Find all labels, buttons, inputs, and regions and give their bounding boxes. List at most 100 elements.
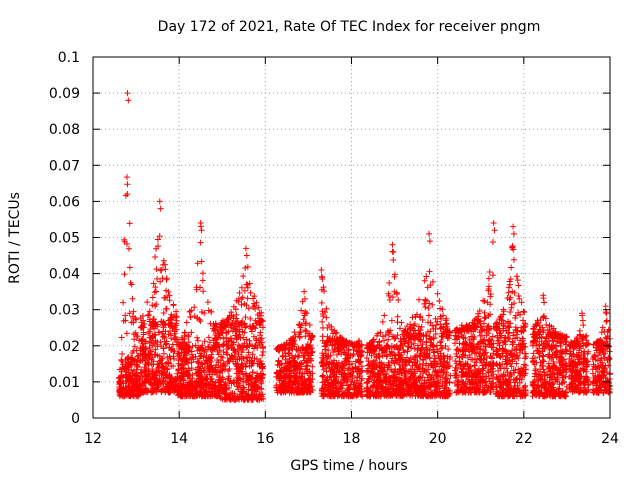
data-point <box>168 335 175 342</box>
data-point <box>277 389 284 396</box>
data-point <box>154 275 161 282</box>
data-point <box>386 296 393 303</box>
data-point <box>148 339 155 346</box>
data-point <box>513 273 520 280</box>
data-point <box>187 355 194 362</box>
data-point <box>190 384 197 391</box>
data-point <box>236 289 243 296</box>
data-point <box>166 384 173 391</box>
data-point <box>379 383 386 390</box>
data-point <box>126 220 133 227</box>
data-point <box>143 365 150 372</box>
data-point <box>247 383 254 390</box>
data-point <box>219 341 226 348</box>
data-point <box>141 367 148 374</box>
data-point <box>206 339 213 346</box>
data-point <box>366 375 373 382</box>
data-point <box>188 329 195 336</box>
data-point <box>298 307 305 314</box>
data-point <box>292 378 299 385</box>
data-point <box>398 355 405 362</box>
data-point <box>211 345 218 352</box>
data-point <box>357 359 364 366</box>
data-point <box>556 385 563 392</box>
data-point <box>202 391 209 398</box>
data-point <box>280 388 287 395</box>
data-point <box>251 355 258 362</box>
data-point <box>205 385 212 392</box>
data-point <box>418 323 425 330</box>
data-point <box>372 351 379 358</box>
data-point <box>152 254 159 261</box>
data-point <box>357 391 364 398</box>
data-point <box>258 375 265 382</box>
data-point <box>326 337 333 344</box>
data-point <box>332 380 339 387</box>
data-point <box>292 333 299 340</box>
data-point <box>220 322 227 329</box>
data-point <box>259 365 266 372</box>
data-point <box>130 308 137 315</box>
data-point <box>220 335 227 342</box>
data-point <box>384 342 391 349</box>
data-point <box>166 297 173 304</box>
data-point <box>241 287 248 294</box>
data-point <box>196 391 203 398</box>
data-point <box>398 319 405 326</box>
data-point <box>332 330 339 337</box>
data-point <box>241 300 248 307</box>
data-point <box>228 324 235 331</box>
data-point <box>134 370 141 377</box>
data-point <box>296 321 303 328</box>
data-point <box>155 243 162 250</box>
data-point <box>202 360 209 367</box>
data-point <box>243 252 250 259</box>
data-point <box>232 360 239 367</box>
data-point <box>144 372 151 379</box>
data-point <box>144 360 151 367</box>
data-point <box>296 375 303 382</box>
data-point <box>257 337 264 344</box>
data-point <box>188 351 195 358</box>
data-point <box>173 320 180 327</box>
data-point <box>416 314 423 321</box>
data-point <box>217 379 224 386</box>
data-point <box>225 367 232 374</box>
data-point <box>131 343 138 350</box>
data-point <box>425 305 432 312</box>
data-point <box>302 333 309 340</box>
data-point <box>347 352 354 359</box>
data-point <box>148 348 155 355</box>
data-point <box>279 380 286 387</box>
data-point <box>283 339 290 346</box>
data-point <box>390 368 397 375</box>
data-point <box>234 318 241 325</box>
data-point <box>223 329 230 336</box>
data-point <box>344 367 351 374</box>
data-point <box>144 387 151 394</box>
data-point <box>171 324 178 331</box>
data-point <box>295 381 302 388</box>
data-point <box>329 342 336 349</box>
data-point <box>353 393 360 400</box>
data-point <box>323 314 330 321</box>
data-point <box>152 331 159 338</box>
data-point <box>122 384 129 391</box>
data-point <box>126 264 133 271</box>
data-point <box>164 294 171 301</box>
data-point <box>355 385 362 392</box>
data-point <box>139 312 146 319</box>
data-point <box>176 345 183 352</box>
data-point <box>198 309 205 316</box>
data-point <box>306 368 313 375</box>
data-point <box>245 376 252 383</box>
data-point <box>140 346 147 353</box>
data-point <box>162 328 169 335</box>
data-point <box>307 372 314 379</box>
data-point <box>292 353 299 360</box>
data-point <box>204 392 211 399</box>
data-point <box>237 335 244 342</box>
data-point <box>210 328 217 335</box>
data-point <box>367 393 374 400</box>
data-point <box>139 380 146 387</box>
